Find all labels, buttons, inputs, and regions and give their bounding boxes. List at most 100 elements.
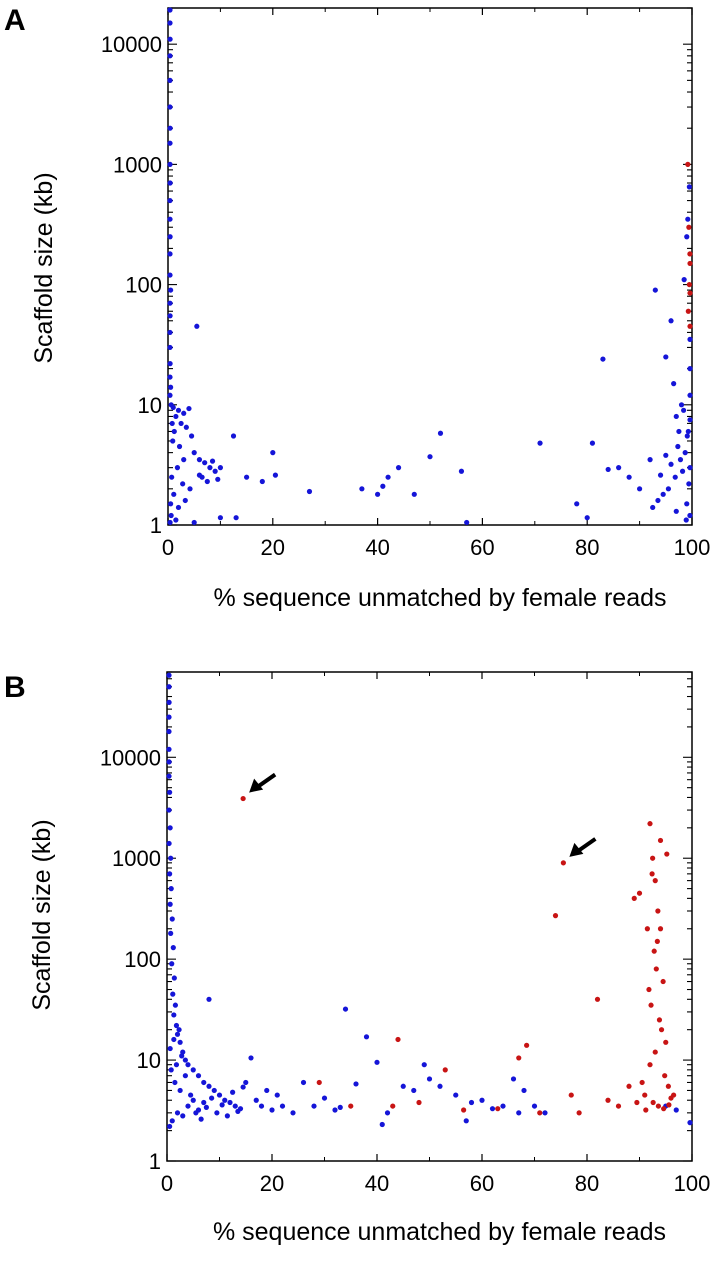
y-tick-label: 100 bbox=[125, 273, 162, 298]
data-point bbox=[168, 501, 174, 507]
data-point bbox=[182, 1057, 188, 1063]
data-point bbox=[437, 430, 444, 436]
data-point bbox=[655, 1103, 662, 1109]
data-point bbox=[233, 515, 239, 521]
data-point bbox=[385, 474, 391, 480]
data-point bbox=[687, 465, 693, 471]
x-tick-label: 80 bbox=[575, 535, 599, 560]
y-tick-label: 1000 bbox=[112, 846, 161, 871]
data-point bbox=[168, 287, 174, 293]
data-point bbox=[453, 1092, 459, 1098]
data-point bbox=[240, 1084, 246, 1090]
series-blue bbox=[167, 7, 693, 526]
data-point bbox=[663, 354, 669, 360]
data-point bbox=[206, 1083, 212, 1089]
x-axis-label: % sequence unmatched by female reads bbox=[213, 1218, 666, 1246]
data-point bbox=[531, 1103, 538, 1109]
data-point bbox=[171, 1012, 177, 1018]
data-point bbox=[227, 1099, 233, 1106]
arrow-head bbox=[249, 778, 264, 793]
data-point bbox=[574, 501, 580, 507]
data-point bbox=[206, 996, 212, 1002]
data-point bbox=[167, 20, 173, 26]
data-point bbox=[167, 329, 173, 336]
data-point bbox=[190, 1097, 196, 1103]
data-point bbox=[687, 392, 693, 398]
data-point bbox=[661, 1106, 667, 1112]
data-point bbox=[167, 125, 173, 131]
data-point bbox=[375, 491, 381, 497]
data-point bbox=[311, 1103, 317, 1109]
data-point bbox=[675, 443, 681, 450]
data-point bbox=[648, 1002, 654, 1008]
data-point bbox=[168, 855, 174, 861]
data-point bbox=[170, 438, 176, 444]
y-tick-label: 10000 bbox=[100, 745, 161, 770]
plot-frame bbox=[166, 671, 693, 1162]
data-point bbox=[495, 1106, 501, 1112]
data-point bbox=[363, 1034, 370, 1040]
data-point bbox=[649, 871, 655, 877]
data-point bbox=[185, 1062, 191, 1068]
data-point bbox=[650, 1099, 656, 1106]
data-point bbox=[232, 1103, 238, 1109]
data-point bbox=[685, 308, 691, 314]
data-point bbox=[166, 807, 172, 813]
data-point bbox=[560, 860, 566, 866]
data-point bbox=[342, 1006, 349, 1012]
data-point bbox=[182, 497, 188, 504]
data-point bbox=[168, 930, 174, 936]
data-point bbox=[463, 1118, 469, 1124]
data-point bbox=[626, 1083, 632, 1089]
data-point bbox=[183, 424, 189, 430]
data-point bbox=[639, 1079, 645, 1086]
data-point bbox=[615, 1103, 622, 1109]
data-point bbox=[193, 1110, 199, 1116]
series-red bbox=[685, 161, 693, 329]
data-point bbox=[166, 684, 172, 690]
data-point bbox=[168, 512, 174, 519]
data-point bbox=[169, 420, 175, 427]
data-point bbox=[168, 1067, 174, 1073]
data-point bbox=[605, 1097, 611, 1103]
data-point bbox=[167, 789, 173, 795]
data-point bbox=[172, 1079, 178, 1086]
data-point bbox=[678, 402, 685, 408]
y-tick-label: 10 bbox=[137, 1048, 161, 1073]
data-point bbox=[167, 180, 173, 186]
data-point bbox=[400, 1083, 406, 1089]
data-point bbox=[489, 1106, 496, 1112]
data-point bbox=[647, 821, 653, 827]
data-point bbox=[552, 913, 559, 919]
arrow-annotation bbox=[249, 772, 277, 793]
data-point bbox=[269, 1107, 275, 1113]
data-point bbox=[175, 407, 182, 413]
data-point bbox=[166, 746, 172, 752]
data-point bbox=[172, 1002, 178, 1008]
x-tick-label: 40 bbox=[365, 535, 389, 560]
data-point bbox=[176, 443, 183, 450]
data-point bbox=[177, 1039, 183, 1045]
data-point bbox=[663, 1039, 669, 1045]
series-red bbox=[240, 795, 677, 1116]
data-point bbox=[167, 251, 173, 257]
data-point bbox=[652, 287, 658, 293]
data-point bbox=[167, 300, 173, 306]
data-point bbox=[663, 452, 669, 458]
data-point bbox=[209, 458, 216, 464]
data-point bbox=[442, 1067, 448, 1073]
data-point bbox=[194, 323, 200, 329]
data-point bbox=[240, 795, 246, 802]
x-axis-label: % sequence unmatched by female reads bbox=[213, 584, 666, 612]
data-point bbox=[191, 519, 197, 526]
y-axis-label: Scaffold size (kb) bbox=[28, 819, 56, 1010]
data-point bbox=[167, 216, 173, 222]
data-point bbox=[390, 1103, 396, 1109]
data-point bbox=[179, 1053, 185, 1059]
data-point bbox=[600, 356, 606, 362]
data-point bbox=[258, 1103, 265, 1109]
data-point bbox=[173, 413, 179, 420]
y-tick-label: 1000 bbox=[113, 152, 162, 177]
data-point bbox=[671, 1092, 677, 1098]
data-point bbox=[654, 938, 660, 944]
